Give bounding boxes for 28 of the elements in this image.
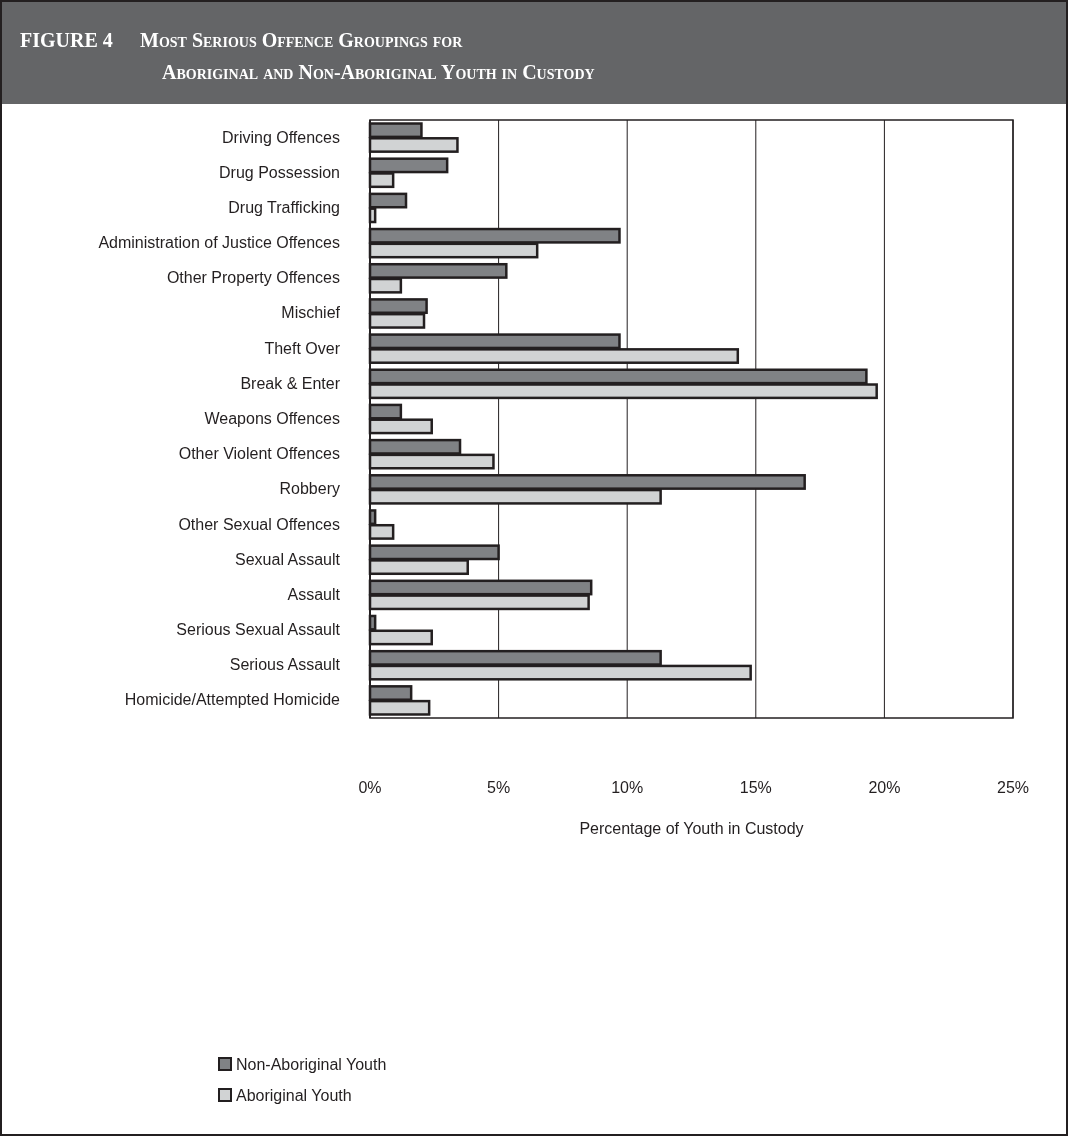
text: FIGURE 4 <box>20 29 113 51</box>
y-tick-label: Other Property Offences <box>166 269 340 287</box>
y-tick-label: Assault <box>287 585 341 603</box>
y-tick-label: Serious Assault <box>229 656 341 674</box>
y-tick-label: Drug Possession <box>219 163 340 181</box>
x-tick-label: 15% <box>739 779 772 796</box>
x-tick-label: 25% <box>996 779 1030 796</box>
x-tick-label: 20% <box>868 779 901 796</box>
chart-subtitle: Most Serious Offence Groupings for Aboriginal and Non-Aboriginal Youth in Custody <box>140 29 595 83</box>
y-tick-label: Robbery <box>279 480 340 498</box>
x-tick-label: 10% <box>611 779 644 796</box>
y-tick-label: Administration of Justice Offences <box>98 234 340 252</box>
legend-label: Aboriginal Youth <box>236 1087 352 1104</box>
x-axis-title: Percentage of Youth in Custody <box>579 820 804 837</box>
legend-label: Non-Aboriginal Youth <box>236 1056 387 1073</box>
y-tick-label: Drug Trafficking <box>228 198 340 216</box>
y-tick-label: Weapons Offences <box>204 410 340 427</box>
y-tick-label: Break & Enter <box>240 374 341 392</box>
y-tick-label: Homicide/Attempted Homicide <box>124 691 341 709</box>
x-tick-label: 5% <box>487 779 511 796</box>
y-tick-label: Other Sexual Offences <box>178 515 340 533</box>
y-tick-label: Mischief <box>281 304 341 322</box>
y-tick-label: Driving Offences <box>222 128 340 146</box>
y-tick-label: Serious Sexual Assault <box>176 621 341 639</box>
y-tick-label: Other Violent Offences <box>178 445 340 463</box>
x-tick-label: 0% <box>358 779 382 796</box>
y-tick-label: Sexual Assault <box>235 550 341 568</box>
y-tick-label: Theft Over <box>264 339 341 357</box>
